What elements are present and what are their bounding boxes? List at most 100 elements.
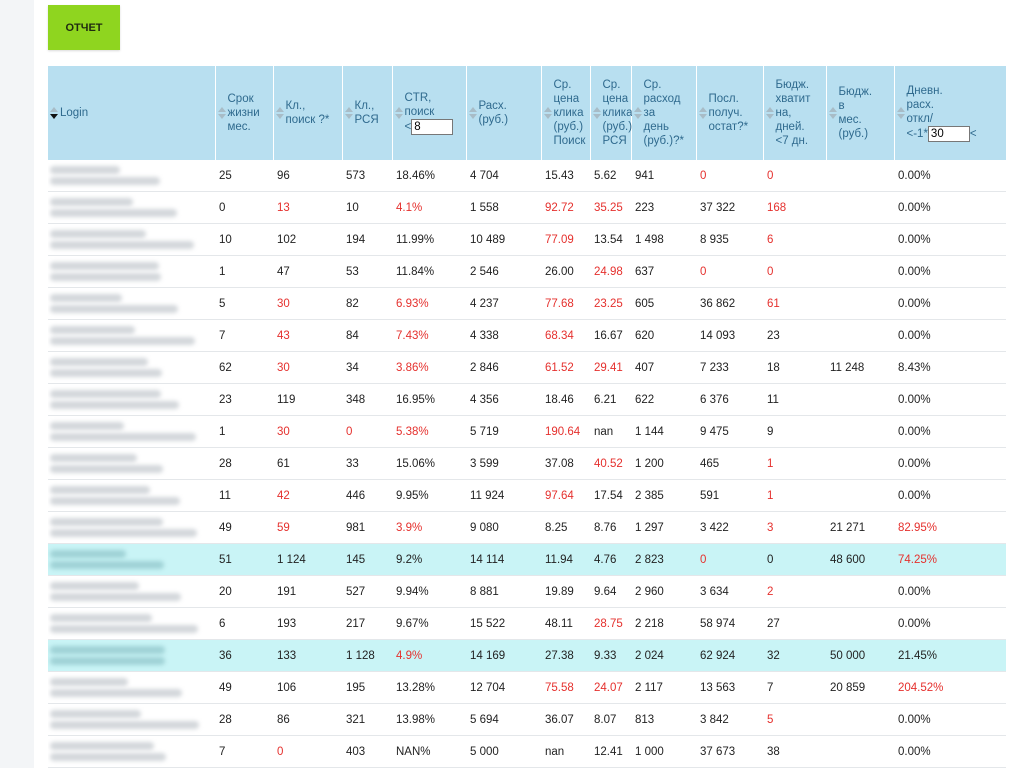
cell-budget-days: 23 xyxy=(763,319,826,352)
cell-spend: 2 546 xyxy=(466,255,541,288)
table-row[interactable]: 20 191 527 9.94% 8 881 19.89 9.64 2 960 3 634 2 0.… xyxy=(48,575,1006,608)
table-row[interactable]: 0 13 10 4.1% 1 558 92.72 35.25 223 37 322 168 0.00… xyxy=(48,191,1006,224)
cell-daily-spend: 2 960 xyxy=(631,575,696,608)
cell-ctr-search: 9.95% xyxy=(392,479,466,512)
table-row[interactable]: 25 96 573 18.46% 4 704 15.43 5.62 941 0 0 0.00% xyxy=(48,160,1006,192)
cell-ctr-search: 9.2% xyxy=(392,543,466,576)
table-row[interactable]: 23 119 348 16.95% 4 356 18.46 6.21 622 6 376 11 0.… xyxy=(48,383,1006,416)
report-button[interactable]: ОТЧЕТ xyxy=(48,5,120,50)
cell-budget-days: 168 xyxy=(763,191,826,224)
table-row[interactable]: 28 61 33 15.06% 3 599 37.08 40.52 1 200 465 1 0.00… xyxy=(48,447,1006,480)
cell-monthly-budget xyxy=(826,703,894,736)
table-row[interactable]: 11 42 446 9.95% 11 924 97.64 17.54 2 385 591 1 0.0… xyxy=(48,479,1006,512)
table-row[interactable]: 5 30 82 6.93% 4 237 77.68 23.25 605 36 862 61 0.00… xyxy=(48,287,1006,320)
table-row[interactable]: 10 102 194 11.99% 10 489 77.09 13.54 1 498 8 935… xyxy=(48,223,1006,256)
column-header-cpc-search[interactable]: Ср. цена клика (руб.) Поиск xyxy=(541,66,591,160)
table-row[interactable]: 49 59 981 3.9% 9 080 8.25 8.76 1 297 3 422 3 21 27… xyxy=(48,511,1006,544)
ctr-search-filter-input[interactable] xyxy=(411,119,454,135)
login-cell-redacted[interactable] xyxy=(48,255,215,288)
cell-daily-deviation: 0.00% xyxy=(894,191,1006,224)
cell-monthly-budget: 50 000 xyxy=(826,639,894,672)
table-row[interactable]: 6 193 217 9.67% 15 522 48.11 28.75 2 218 58 974 2… xyxy=(48,607,1006,640)
table-row[interactable]: 62 30 34 3.86% 2 846 61.52 29.41 407 7 233 18 11 2… xyxy=(48,351,1006,384)
sort-arrows-icon[interactable] xyxy=(828,107,837,119)
login-cell-redacted[interactable] xyxy=(48,511,215,544)
cell-cpc-rsya: 24.98 xyxy=(590,255,631,288)
column-header-clicks-rsya[interactable]: Кл., РСЯ xyxy=(342,66,393,160)
sort-arrows-icon[interactable] xyxy=(217,107,226,119)
cell-cpc-search: 190.64 xyxy=(541,415,590,448)
cell-lifetime-months: 62 xyxy=(215,351,273,384)
sort-arrows-icon[interactable] xyxy=(592,107,601,119)
column-header-login[interactable]: Login xyxy=(48,66,216,160)
cell-monthly-budget xyxy=(826,479,894,512)
column-header-lifetime-months[interactable]: Срок жизни мес. xyxy=(215,66,274,160)
cell-clicks-search: 43 xyxy=(273,319,342,352)
cell-ctr-search: 3.9% xyxy=(392,511,466,544)
login-cell-redacted[interactable] xyxy=(48,351,215,384)
column-header-last-balance[interactable]: Посл. получ. остат?* xyxy=(696,66,764,160)
column-header-ctr-search[interactable]: CTR, поиск < xyxy=(392,66,467,160)
cell-cpc-search: 48.11 xyxy=(541,607,590,640)
sort-arrows-icon[interactable] xyxy=(468,107,477,119)
table-row[interactable]: 1 30 0 5.38% 5 719 190.64 nan 1 144 9 475 9 0.00% xyxy=(48,415,1006,448)
cell-spend: 10 489 xyxy=(466,223,541,256)
login-cell-redacted[interactable] xyxy=(48,543,215,576)
cell-cpc-search: 15.43 xyxy=(541,160,590,192)
sort-arrows-icon[interactable] xyxy=(633,107,642,119)
login-cell-redacted[interactable] xyxy=(48,223,215,256)
cell-cpc-rsya: nan xyxy=(590,415,631,448)
sort-arrows-icon[interactable] xyxy=(275,107,284,119)
column-header-budget-days[interactable]: Бюдж. хватит на, дней. <7 дн. xyxy=(763,66,827,160)
column-header-monthly-budget[interactable]: Бюдж. в мес. (руб.) xyxy=(826,66,895,160)
table-row[interactable]: 7 43 84 7.43% 4 338 68.34 16.67 620 14 093 23 0.00… xyxy=(48,319,1006,352)
table-row[interactable]: 7 0 403 NAN% 5 000 nan 12.41 1 000 37 673 38 0.00% xyxy=(48,735,1006,768)
daily-deviation-filter-input[interactable] xyxy=(927,126,970,142)
cell-clicks-rsya: 981 xyxy=(342,511,392,544)
cell-budget-days: 18 xyxy=(763,351,826,384)
cell-budget-days: 0 xyxy=(763,160,826,192)
table-row[interactable]: 51 1 124 145 9.2% 14 114 11.94 4.76 2 823 0 0 48 6… xyxy=(48,543,1006,576)
cell-ctr-search: 13.98% xyxy=(392,703,466,736)
table-row[interactable]: 28 86 321 13.98% 5 694 36.07 8.07 813 3 842 5 0.00… xyxy=(48,703,1006,736)
login-cell-redacted[interactable] xyxy=(48,575,215,608)
cell-clicks-rsya: 33 xyxy=(342,447,392,480)
column-header-cpc-rsya[interactable]: Ср. цена клика (руб.) РСЯ xyxy=(590,66,632,160)
login-cell-redacted[interactable] xyxy=(48,479,215,512)
sort-arrows-icon[interactable] xyxy=(394,107,403,119)
cell-last-balance: 465 xyxy=(696,447,763,480)
cell-cpc-search: 18.46 xyxy=(541,383,590,416)
login-cell-redacted[interactable] xyxy=(48,671,215,704)
cell-ctr-search: 5.38% xyxy=(392,415,466,448)
cell-daily-deviation: 21.45% xyxy=(894,639,1006,672)
login-cell-redacted[interactable] xyxy=(48,703,215,736)
sort-arrows-icon[interactable] xyxy=(344,107,353,119)
login-cell-redacted[interactable] xyxy=(48,160,215,192)
cell-daily-spend: 1 200 xyxy=(631,447,696,480)
cell-last-balance: 0 xyxy=(696,255,763,288)
login-cell-redacted[interactable] xyxy=(48,607,215,640)
login-cell-redacted[interactable] xyxy=(48,319,215,352)
login-cell-redacted[interactable] xyxy=(48,287,215,320)
column-header-daily-deviation[interactable]: Дневн. расх. откл/ <-1*< xyxy=(894,66,1007,160)
table-row[interactable]: 1 47 53 11.84% 2 546 26.00 24.98 637 0 0 0.00% xyxy=(48,255,1006,288)
column-header-spend[interactable]: Расх. (руб.) xyxy=(466,66,542,160)
login-cell-redacted[interactable] xyxy=(48,415,215,448)
login-cell-redacted[interactable] xyxy=(48,639,215,672)
cell-monthly-budget: 48 600 xyxy=(826,543,894,576)
login-cell-redacted[interactable] xyxy=(48,191,215,224)
sort-arrows-icon[interactable] xyxy=(765,107,774,119)
login-cell-redacted[interactable] xyxy=(48,383,215,416)
column-header-daily-spend[interactable]: Ср. расход за день (руб.)?* xyxy=(631,66,697,160)
sort-arrows-icon[interactable] xyxy=(50,107,58,119)
sort-arrows-icon[interactable] xyxy=(543,107,552,119)
column-header-clicks-search[interactable]: Кл., поиск ?* xyxy=(273,66,343,160)
login-cell-redacted[interactable] xyxy=(48,735,215,768)
cell-ctr-search: 11.84% xyxy=(392,255,466,288)
login-cell-redacted[interactable] xyxy=(48,447,215,480)
table-row[interactable]: 36 133 1 128 4.9% 14 169 27.38 9.33 2 024 62 924… xyxy=(48,639,1006,672)
cell-daily-spend: 605 xyxy=(631,287,696,320)
table-row[interactable]: 49 106 195 13.28% 12 704 75.58 24.07 2 117 13 56… xyxy=(48,671,1006,704)
sort-arrows-icon[interactable] xyxy=(896,107,905,119)
sort-arrows-icon[interactable] xyxy=(698,107,707,119)
